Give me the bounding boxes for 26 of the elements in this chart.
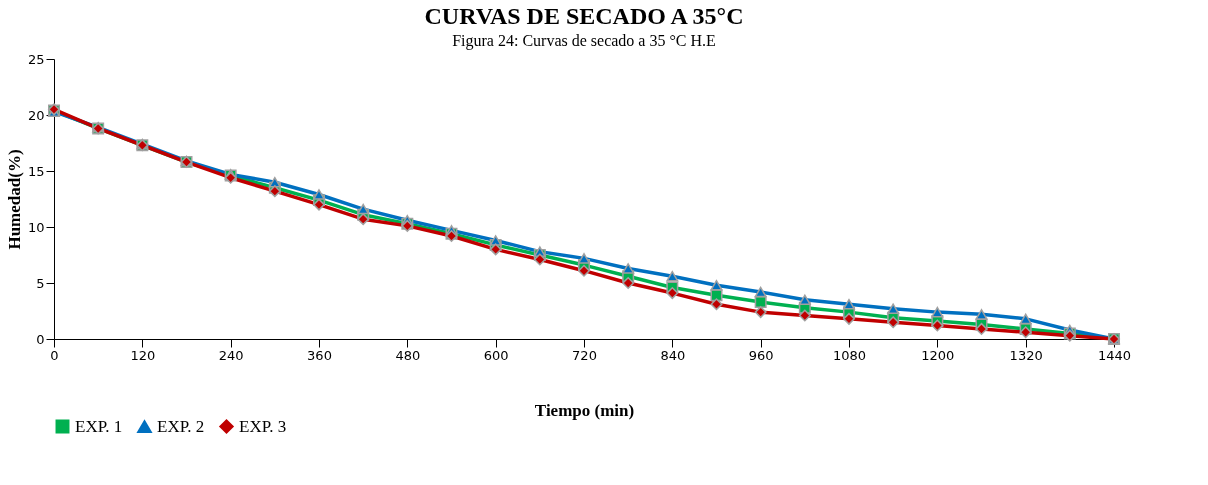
text: Figura 24: Curvas de secado a 35 °C H.E <box>452 32 716 50</box>
x-tick-label: 240 <box>218 347 244 363</box>
x-tick-label: 600 <box>483 347 509 363</box>
x-tick-label: 1080 <box>832 347 867 363</box>
x-tick-label: 1320 <box>1009 347 1043 363</box>
x-tick-label: 720 <box>572 347 597 363</box>
legend-label: EXP. 3 <box>239 416 287 436</box>
x-tick-label: 960 <box>748 347 774 363</box>
y-tick-label: 5 <box>36 275 45 291</box>
x-axis-title: Tiempo (min) <box>534 400 635 420</box>
legend-label: EXP. 2 <box>157 416 205 436</box>
y-tick-label: 0 <box>36 331 45 347</box>
x-tick-label: 1200 <box>921 347 955 363</box>
x-tick-label: 840 <box>660 347 686 363</box>
x-tick-label: 1440 <box>1097 347 1132 363</box>
x-tick-label: 0 <box>50 347 59 363</box>
y-tick-label: 20 <box>27 107 45 123</box>
x-tick-label: 120 <box>130 347 156 363</box>
legend-label: EXP. 1 <box>75 416 123 436</box>
y-tick-label: 15 <box>27 163 45 179</box>
y-tick-label: 10 <box>27 219 45 235</box>
x-tick-label: 480 <box>395 347 421 363</box>
y-axis-title: Humedad(%) <box>4 149 24 250</box>
x-tick-label: 360 <box>307 347 332 363</box>
chart-title: CURVAS DE SECADO A 35°C <box>424 3 744 29</box>
y-tick-label: 25 <box>27 51 45 67</box>
